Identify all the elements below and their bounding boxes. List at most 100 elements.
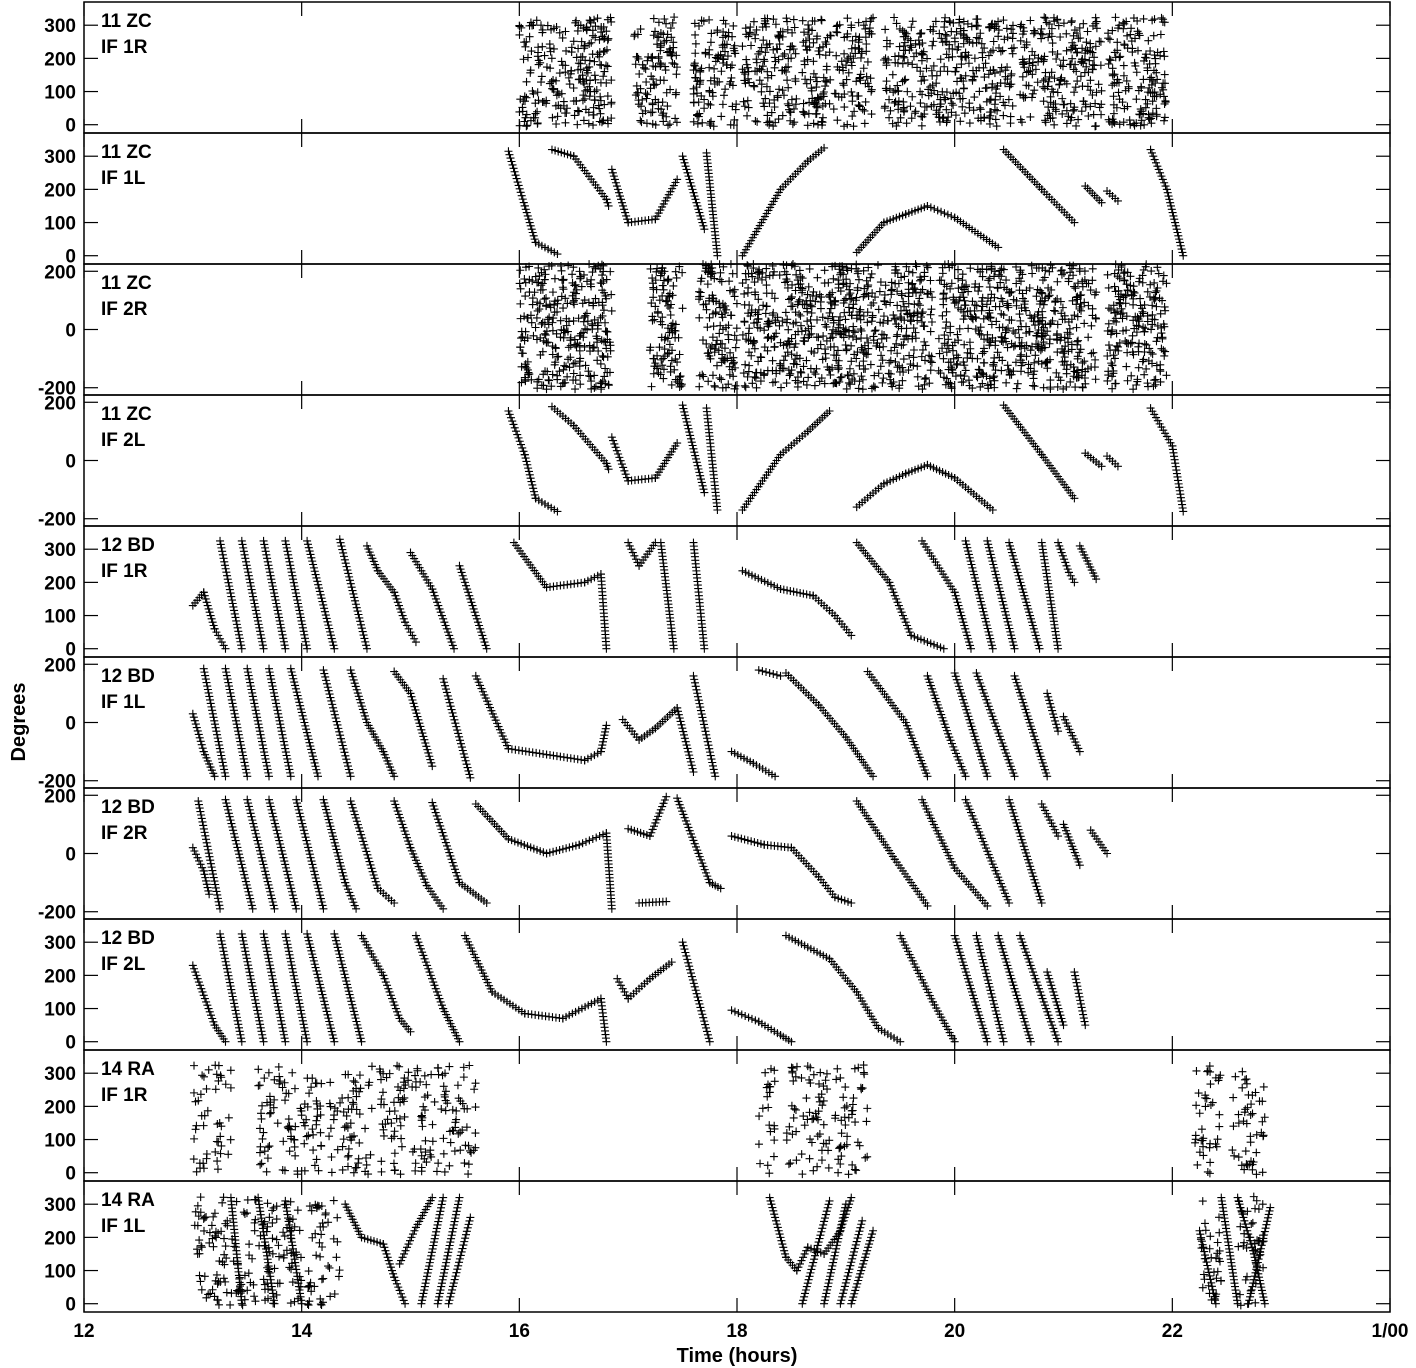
data-point (1091, 99, 1100, 108)
data-point (830, 351, 839, 360)
data-point (345, 572, 354, 581)
data-point (541, 270, 550, 279)
data-point (573, 26, 582, 35)
data-point (948, 44, 957, 53)
data-point (581, 56, 590, 65)
data-point (516, 343, 525, 352)
data-point (1139, 14, 1148, 23)
data-point (757, 80, 766, 89)
data-point (201, 675, 210, 684)
data-point (970, 570, 979, 579)
data-point (1171, 459, 1180, 468)
data-point (750, 338, 759, 347)
data-point (293, 599, 302, 608)
data-point (783, 283, 792, 292)
data-point (561, 294, 570, 303)
data-point (840, 33, 849, 42)
data-point (219, 554, 228, 563)
data-point (753, 117, 762, 126)
data-point (322, 614, 331, 623)
data-point (562, 321, 571, 330)
data-point (699, 300, 708, 309)
data-point (730, 331, 739, 340)
data-point (667, 356, 676, 365)
data-point (862, 334, 871, 343)
data-point (328, 637, 337, 646)
data-point (770, 267, 779, 276)
data-point (258, 637, 267, 646)
data-point (1097, 86, 1106, 95)
data-point (1050, 74, 1059, 83)
data-point (986, 550, 995, 559)
data-point (721, 19, 730, 28)
data-point (310, 567, 319, 576)
data-point (809, 69, 818, 78)
data-point (528, 87, 537, 96)
data-point (839, 299, 848, 308)
data-point (521, 362, 530, 371)
data-point (569, 263, 578, 272)
data-point (596, 378, 605, 387)
data-point (880, 102, 889, 111)
data-point (1083, 27, 1092, 36)
data-point (603, 36, 612, 45)
data-point (1104, 115, 1113, 124)
data-point (988, 557, 997, 566)
data-point (811, 297, 820, 306)
data-point (622, 211, 631, 220)
data-point (690, 192, 699, 201)
data-point (518, 332, 527, 341)
data-point (889, 311, 898, 320)
panel-if-label: IF 1R (101, 561, 148, 582)
data-point (869, 382, 878, 391)
data-point (556, 316, 565, 325)
data-point (1088, 264, 1097, 273)
data-point (885, 358, 894, 367)
data-point (895, 24, 904, 33)
data-point (1007, 44, 1016, 53)
data-point (922, 261, 931, 270)
data-point (526, 221, 535, 230)
data-point (751, 374, 760, 383)
data-point (857, 343, 866, 352)
data-point (509, 164, 518, 173)
data-point (889, 88, 898, 97)
data-point (744, 74, 753, 83)
data-point (571, 376, 580, 385)
data-point (605, 368, 614, 377)
data-point (1008, 21, 1017, 30)
data-point (1028, 70, 1037, 79)
data-point (1071, 60, 1080, 69)
data-point (765, 99, 774, 108)
data-point (1019, 23, 1028, 32)
data-point (602, 294, 611, 303)
data-point (1135, 31, 1144, 40)
data-point (1026, 112, 1035, 121)
data-point (1018, 118, 1026, 127)
data-point (876, 278, 885, 287)
data-point (620, 205, 629, 214)
data-point (528, 228, 537, 237)
data-point (1047, 68, 1056, 77)
data-point (942, 318, 951, 327)
data-point (1053, 15, 1062, 24)
data-point (1097, 198, 1106, 207)
data-point (575, 362, 584, 371)
data-point (803, 55, 812, 64)
data-point (516, 188, 525, 197)
data-point (561, 109, 570, 118)
data-point (856, 53, 865, 62)
data-point (190, 716, 199, 725)
data-point (361, 637, 370, 646)
data-point (555, 69, 564, 78)
data-point (840, 122, 849, 131)
data-point (518, 103, 527, 112)
data-point (855, 361, 864, 370)
data-point (812, 333, 821, 342)
data-point (558, 61, 567, 70)
data-point (964, 59, 973, 68)
data-point (636, 116, 645, 125)
data-point (251, 606, 260, 615)
data-point (1030, 358, 1039, 367)
data-point (999, 98, 1008, 107)
